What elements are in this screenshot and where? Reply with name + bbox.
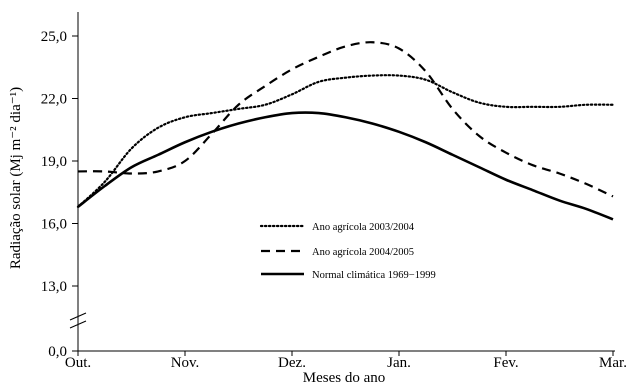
series-line-2003-2004 [76,74,615,208]
axes: 0,0 13,0 16,0 19,0 22,0 25,0 Out. Nov. Dez. Jan. F… [41,12,627,371]
axis-break-mark [69,320,87,329]
legend-label: Ano agrícola 2003/2004 [312,222,415,233]
y-tick-label: 19,0 [41,154,67,170]
y-tick-label: 22,0 [41,92,67,108]
series-line-normal-climatica [77,111,614,221]
axis-break-mark [69,312,87,321]
series-line-2004-2005 [77,41,614,198]
y-tick-label: 0,0 [48,344,67,360]
y-tick-label: 25,0 [41,29,67,45]
x-tick-label: Fev. [493,355,518,371]
x-tick-label: Dez. [278,355,306,371]
x-axis-title: Meses do ano [303,370,386,386]
legend-label: Ano agrícola 2004/2005 [312,247,414,258]
x-tick-label: Out. [65,355,91,371]
x-tick-label: Jan. [387,355,411,371]
y-tick-label: 16,0 [41,217,67,233]
legend-label: Normal climática 1969−1999 [312,270,436,281]
plot-area [76,41,615,221]
y-axis-title: Radiação solar (Mj m⁻² dia⁻¹) [8,87,24,269]
x-tick-label: Mar. [599,355,627,371]
legend: Ano agrícola 2003/2004 Ano agrícola 2004/… [259,222,436,281]
x-tick-label: Nov. [171,355,200,371]
y-tick-label: 13,0 [41,279,67,295]
